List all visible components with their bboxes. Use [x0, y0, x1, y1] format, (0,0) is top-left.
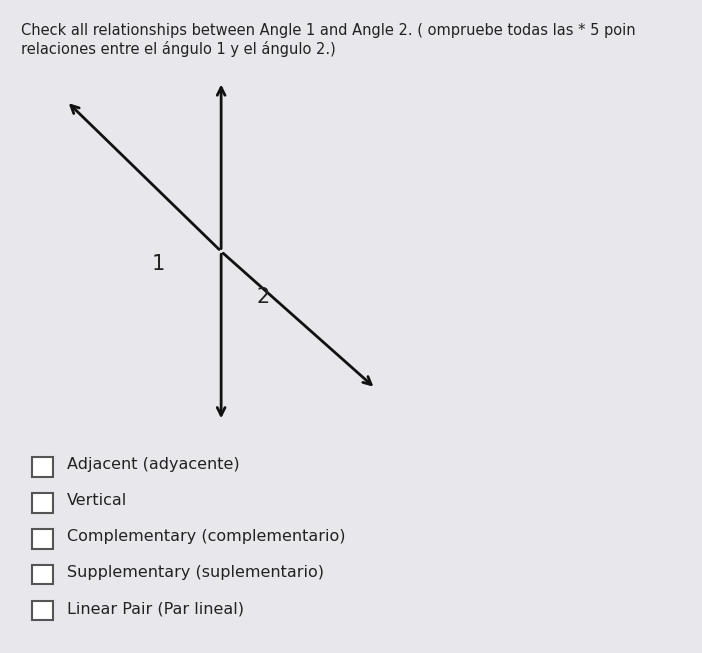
Text: 2: 2: [257, 287, 270, 307]
Text: Complementary (complementario): Complementary (complementario): [67, 530, 345, 544]
Text: Linear Pair (Par lineal): Linear Pair (Par lineal): [67, 601, 244, 616]
Bar: [32, 529, 53, 549]
Text: 1: 1: [152, 255, 164, 274]
Text: Adjacent (adyacente): Adjacent (adyacente): [67, 458, 239, 472]
Text: Check all relationships between Angle 1 and Angle 2. ( ompruebe todas las * 5 po: Check all relationships between Angle 1 …: [21, 23, 636, 38]
Bar: [32, 493, 53, 513]
Bar: [32, 565, 53, 584]
Bar: [32, 457, 53, 477]
Text: relaciones entre el ángulo 1 y el ángulo 2.): relaciones entre el ángulo 1 y el ángulo…: [21, 41, 336, 57]
Text: Vertical: Vertical: [67, 494, 127, 508]
Bar: [32, 601, 53, 620]
Text: Supplementary (suplementario): Supplementary (suplementario): [67, 565, 324, 580]
